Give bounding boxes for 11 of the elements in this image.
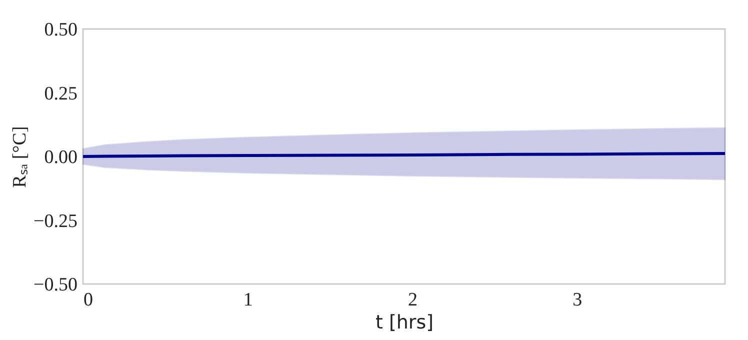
x-tick-label: 0 <box>84 290 93 310</box>
x-tick-label: 2 <box>408 290 418 310</box>
y-tick-label: −0.50 <box>34 274 78 296</box>
x-axis-title: t [hrs] <box>375 312 434 334</box>
x-tick-label: 3 <box>572 290 582 310</box>
y-axis-title: Rₛₐ [°C] <box>10 126 31 188</box>
y-tick-label: 0.00 <box>44 147 78 168</box>
y-tick-label: −0.25 <box>34 210 78 232</box>
x-tick-label: 1 <box>243 290 253 310</box>
y-tick-label: 0.25 <box>44 83 78 104</box>
y-tick-label: 0.50 <box>44 20 78 40</box>
